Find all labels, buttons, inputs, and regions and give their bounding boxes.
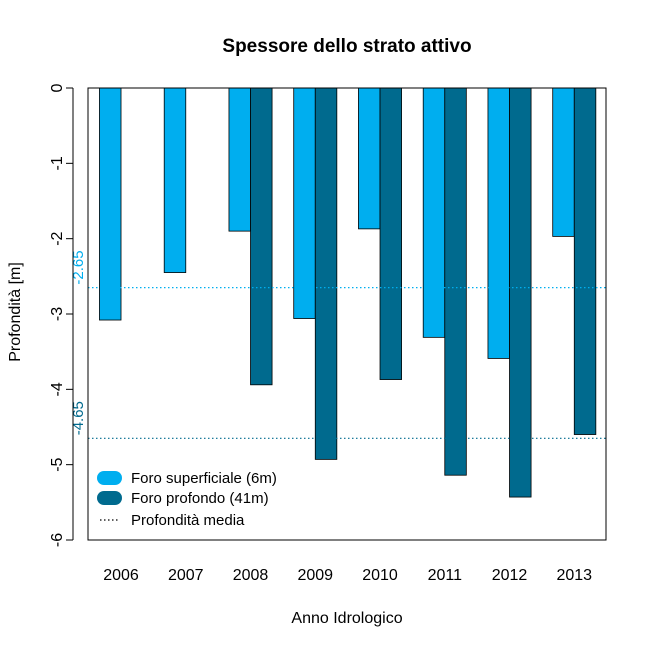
y-tick-label: 0 (49, 83, 66, 92)
bar-superficiale-2010 (358, 87, 381, 230)
legend-label-2: Foro profondo (41m) (131, 490, 269, 507)
plot-frame (87, 87, 607, 541)
y-axis: 0 -1 -2 -3 -4 -5 -6 (49, 83, 74, 547)
legend-swatch-2 (97, 491, 122, 505)
bar-profondo-2012 (509, 87, 532, 498)
bar-superficiale-2012 (487, 87, 510, 359)
mean-depth-label-2: -4.65 (70, 401, 87, 435)
x-tick-label-2007: 2007 (168, 567, 204, 584)
legend-swatch-1 (97, 471, 122, 485)
y-tick-label: -5 (49, 457, 66, 471)
y-tick-label: -2 (49, 231, 66, 245)
bar-superficiale-2011 (422, 87, 446, 338)
y-tick-label: -3 (49, 307, 66, 321)
bar-profondo-2013 (573, 87, 597, 435)
mean-depth-label-1: -2.65 (70, 250, 87, 284)
bar-superficiale-2007 (163, 87, 187, 273)
y-tick-label: -1 (49, 156, 66, 170)
x-tick-label-2011: 2011 (428, 567, 463, 584)
bar-superficiale-2009 (293, 87, 316, 319)
y-axis-label: Profondità [m] (7, 262, 24, 362)
legend: Foro superficiale (6m) Foro profondo (41m… (97, 470, 277, 529)
y-tick-label: -4 (49, 382, 66, 396)
legend-label-1: Foro superficiale (6m) (131, 470, 277, 487)
x-tick-label-2012: 2012 (492, 567, 528, 584)
bar-superficiale-2013 (552, 87, 575, 237)
x-tick-label-2009: 2009 (297, 567, 333, 584)
x-tick-label-2013: 2013 (556, 567, 592, 584)
x-tick-label-2008: 2008 (233, 567, 269, 584)
bar-profondo-2009 (314, 87, 338, 460)
legend-label-3: Profondità media (131, 512, 245, 529)
x-axis: 2006 2007 2008 2009 2010 2011 2012 2013 (103, 567, 592, 584)
reference-lines-layer: -2.65 -4.65 (70, 250, 606, 439)
bar-profondo-2011 (444, 87, 467, 476)
bars-layer (99, 87, 597, 498)
x-tick-label-2010: 2010 (362, 567, 398, 584)
chart-title: Spessore dello strato attivo (222, 36, 471, 57)
x-tick-label-2006: 2006 (103, 567, 139, 584)
bar-profondo-2008 (250, 87, 273, 386)
y-tick-label: -6 (49, 533, 66, 547)
x-axis-label: Anno Idrologico (291, 610, 402, 627)
bar-superficiale-2006 (99, 87, 122, 321)
bar-profondo-2010 (379, 87, 402, 380)
bar-superficiale-2008 (228, 87, 251, 232)
